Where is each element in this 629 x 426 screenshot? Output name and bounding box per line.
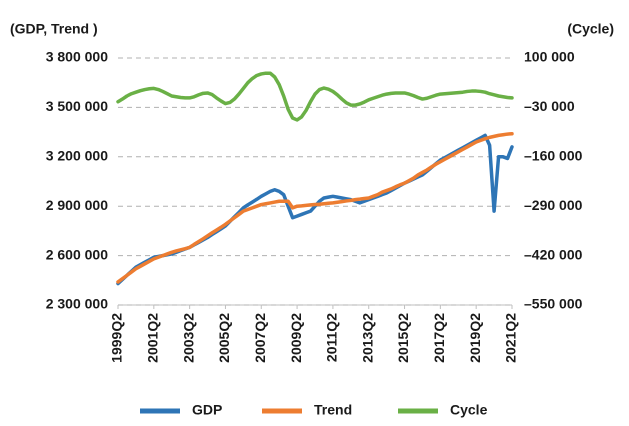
y2-tick-label: –550 000 [524, 296, 583, 312]
y2-tick-label: 100 000 [524, 49, 575, 65]
x-tick-label: 2001Q2 [145, 313, 161, 363]
x-tick-label: 2021Q2 [503, 313, 519, 363]
y2-tick-label: –160 000 [524, 148, 583, 164]
series-line [116, 133, 514, 286]
legend-label: Trend [314, 402, 352, 418]
y-axis-title: (GDP, Trend ) [10, 21, 98, 37]
y-tick-label: 3 200 000 [46, 148, 108, 164]
legend-label: GDP [192, 402, 222, 418]
x-tick-label: 2011Q2 [324, 313, 340, 362]
x-tick-label: 2007Q2 [252, 313, 268, 363]
series-line [116, 132, 514, 284]
x-tick-label: 2017Q2 [431, 313, 447, 363]
y2-axis-title: (Cycle) [567, 21, 614, 37]
y-tick-label: 3 800 000 [46, 49, 108, 65]
y-tick-label: 2 300 000 [46, 296, 108, 312]
y-tick-label: 2 900 000 [46, 197, 108, 213]
series-line [116, 71, 514, 122]
x-tick-label: 1999Q2 [109, 313, 125, 363]
x-tick-label: 2003Q2 [180, 313, 196, 363]
y2-tick-label: –30 000 [524, 98, 575, 114]
x-tick-label: 2005Q2 [216, 313, 232, 363]
y2-tick-label: –420 000 [524, 246, 583, 262]
x-tick-label: 2009Q2 [288, 313, 304, 363]
x-tick-label: 2019Q2 [467, 313, 483, 363]
y-tick-label: 2 600 000 [46, 246, 108, 262]
x-tick-label: 2015Q2 [395, 313, 411, 363]
x-tick-label: 2013Q2 [359, 313, 375, 363]
y2-tick-label: –290 000 [524, 197, 583, 213]
legend-label: Cycle [450, 402, 488, 418]
y-tick-label: 3 500 000 [46, 98, 108, 114]
